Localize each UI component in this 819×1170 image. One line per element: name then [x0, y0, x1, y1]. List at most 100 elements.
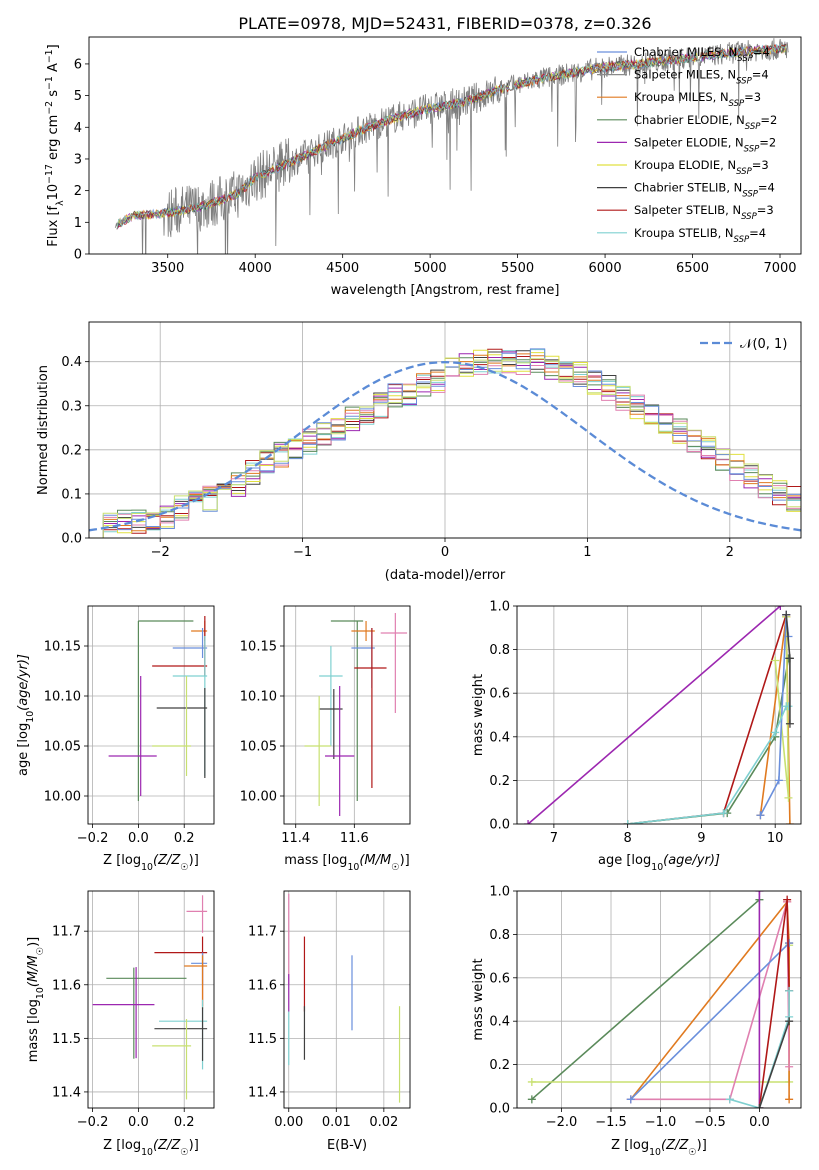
x-tick-label: 0.0: [749, 1115, 770, 1130]
y-tick-label: 0.2: [489, 774, 510, 789]
y-tick-label: 11.6: [248, 978, 277, 993]
y-tick-label: 10.10: [44, 690, 81, 705]
gaussian-curve: [89, 360, 801, 532]
x-tick-label: 0.2: [174, 831, 195, 846]
y-axis-label: Normed distribution: [36, 365, 51, 495]
x-tick-label: 2: [726, 545, 734, 560]
legend-label: Chabrier STELIB, NSSP=4: [634, 181, 775, 200]
y-tick-label: 10.15: [44, 640, 81, 655]
x-axis-label: (data-model)/error: [385, 568, 506, 583]
histogram-series: [89, 350, 801, 538]
x-tick-label: 0.01: [322, 1115, 351, 1130]
y-tick-label: 5: [74, 89, 82, 104]
y-tick-label: 0.2: [489, 1058, 510, 1073]
x-axis-label: mass [log10(M/M☉)]: [284, 853, 410, 873]
y-tick-label: 0.0: [61, 532, 82, 547]
plot-area-mass-vs-EBV: [288, 893, 401, 1103]
x-tick-label: 0.0: [128, 831, 149, 846]
legend-label: Kroupa STELIB, NSSP=4: [634, 226, 766, 245]
x-tick-label: 4000: [239, 261, 272, 276]
weight-marker: [785, 654, 794, 663]
weight-marker: [785, 719, 794, 728]
y-tick-label: 10.10: [240, 690, 277, 705]
legend-label: Kroupa ELODIE, NSSP=3: [634, 158, 769, 177]
x-tick-label: 1: [583, 545, 591, 560]
y-tick-label: 10.05: [44, 740, 81, 755]
x-tick-label: 8: [624, 831, 632, 846]
y-tick-label: 11.6: [52, 978, 81, 993]
x-tick-label: 3500: [151, 261, 184, 276]
legend: Chabrier MILES, NSSP=4 Salpeter MILES, NS…: [597, 45, 777, 245]
legend-label: Kroupa MILES, NSSP=3: [634, 90, 761, 109]
x-tick-label: −1: [293, 545, 312, 560]
weight-marker: [725, 1095, 734, 1104]
x-tick-label: −0.2: [77, 1115, 109, 1130]
x-tick-label: 7: [550, 831, 558, 846]
plot-area-mass-weight-vs-Z: [527, 891, 794, 1108]
weight-marker: [785, 939, 794, 948]
model-spectrum: [116, 43, 787, 230]
legend-label: Salpeter ELODIE, NSSP=2: [634, 135, 776, 154]
weight-marker: [782, 610, 791, 619]
axes-frame: [283, 605, 411, 825]
plot-area-age-vs-mass: [304, 613, 408, 816]
y-tick-label: 11.7: [52, 925, 81, 940]
y-axis-label: mass [log10(M/M☉)]: [26, 937, 46, 1063]
x-axis-label: Z [log10(Z/Z☉)]: [103, 1138, 199, 1158]
plot-area-mass-weight-vs-age: [524, 606, 794, 824]
y-tick-label: 11.7: [248, 925, 277, 940]
weight-marker: [755, 1104, 764, 1108]
axes-age-vs-Z: −0.2 0.0 0.2 10.00 10.05 10.10 10.15 Z [log10(Z…: [16, 605, 215, 873]
axes-residuals: −2 −1 0 1 2 0.0 0.1 0.2 0.3 0.4 𝒩(0, 1) (data-model…: [36, 321, 802, 583]
x-tick-label: 10: [767, 831, 784, 846]
axes-frame: [88, 36, 802, 255]
y-tick-label: 10.15: [240, 640, 277, 655]
legend-label: Salpeter STELIB, NSSP=3: [634, 203, 774, 222]
x-tick-label: 9: [697, 831, 705, 846]
y-tick-label: 1.0: [489, 600, 510, 615]
weight-series: [630, 942, 790, 1100]
x-axis-label: Z [log10(Z/Z☉)]: [611, 1138, 707, 1158]
histogram-series: [89, 365, 801, 538]
plot-area-spectrum: [114, 38, 789, 254]
y-tick-label: 10.00: [240, 790, 277, 805]
weight-marker: [719, 809, 728, 818]
y-tick-label: 10.00: [44, 790, 81, 805]
histogram-series: [89, 357, 801, 538]
weight-marker: [755, 891, 764, 895]
y-tick-label: 4: [74, 121, 82, 136]
weight-marker: [771, 656, 780, 665]
axes-frame: [516, 605, 802, 825]
x-tick-label: 6000: [589, 261, 622, 276]
plot-area-mass-vs-Z: [92, 895, 208, 1100]
y-tick-label: 2: [74, 184, 82, 199]
x-tick-label: −1.0: [645, 1115, 677, 1130]
legend-label: Chabrier ELODIE, NSSP=2: [634, 113, 777, 132]
x-tick-label: 6500: [676, 261, 709, 276]
x-tick-label: −2.0: [546, 1115, 578, 1130]
y-axis-label: mass weight: [471, 674, 486, 756]
x-tick-label: −1.5: [595, 1115, 627, 1130]
weight-series: [527, 606, 781, 824]
y-tick-label: 11.4: [248, 1085, 277, 1100]
histogram-series: [89, 349, 801, 538]
plot-area-residuals: [89, 348, 801, 538]
y-axis-label: mass weight: [471, 958, 486, 1040]
histogram-series: [89, 351, 801, 538]
y-tick-label: 0.8: [489, 643, 510, 658]
weight-series: [758, 1020, 790, 1108]
x-tick-label: 7000: [763, 261, 796, 276]
axes-mass-vs-Z: −0.2 0.0 0.2 11.4 11.5 11.6 11.7 Z [log10(Z/Z☉)…: [26, 890, 215, 1158]
x-tick-label: 11.4: [281, 831, 310, 846]
y-tick-label: 0.4: [489, 1015, 510, 1030]
histogram-series: [89, 349, 801, 538]
y-tick-label: 0.6: [489, 687, 510, 702]
y-tick-label: 1: [74, 216, 82, 231]
x-tick-label: −0.2: [77, 831, 109, 846]
histogram-series: [89, 348, 801, 538]
model-spectrum: [116, 43, 787, 230]
weight-series: [531, 899, 760, 1100]
y-tick-label: 0.0: [489, 818, 510, 833]
y-tick-label: 10.05: [240, 740, 277, 755]
x-tick-label: −0.5: [694, 1115, 726, 1130]
